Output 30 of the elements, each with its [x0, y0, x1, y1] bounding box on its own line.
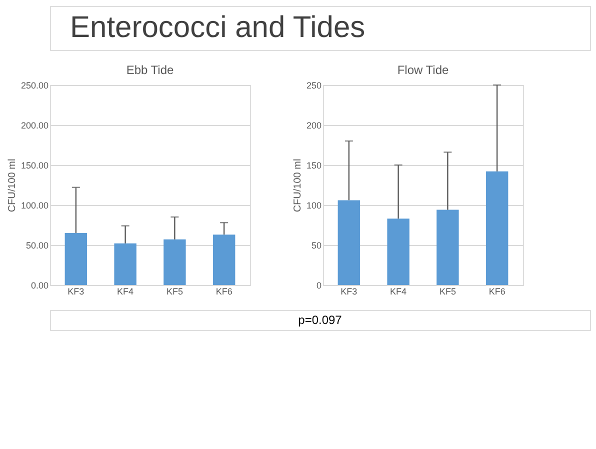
y-tick-label: 100.00 — [20, 200, 48, 210]
y-tick-label: 250 — [306, 80, 322, 90]
y-tick-label: 250.00 — [20, 80, 48, 90]
y-tick-label: 0 — [316, 280, 322, 290]
x-tick-label: KF6 — [216, 286, 232, 296]
y-tick-label: 100 — [306, 200, 322, 210]
x-tick-label: KF3 — [340, 286, 358, 296]
x-tick-label: KF3 — [68, 286, 84, 296]
chart-title: Ebb Tide — [126, 63, 174, 77]
y-tick-label: 150 — [306, 160, 322, 170]
chart-title: Flow Tide — [397, 63, 449, 77]
x-tick-label: KF6 — [488, 286, 506, 296]
y-tick-label: 200.00 — [20, 120, 48, 130]
x-tick-label: KF5 — [166, 286, 183, 296]
y-tick-label: 0.00 — [30, 280, 48, 290]
text: p=0.097 — [298, 313, 342, 327]
y-axis-title: CFU/100 ml — [292, 158, 304, 212]
bar — [436, 210, 459, 285]
x-tick-label: KF4 — [117, 286, 134, 296]
bar — [486, 171, 508, 285]
x-tick-label: KF5 — [439, 286, 456, 296]
x-tick-label: KF4 — [390, 286, 407, 296]
y-tick-label: 150.00 — [20, 160, 48, 170]
y-tick-label: 50 — [311, 240, 322, 250]
text: Enterococci and Tides — [70, 11, 366, 44]
y-axis-title: CFU/100 ml — [6, 158, 18, 212]
bar — [338, 200, 360, 285]
y-tick-label: 50.00 — [26, 240, 48, 250]
bar — [387, 218, 410, 285]
y-tick-label: 200 — [306, 120, 322, 130]
